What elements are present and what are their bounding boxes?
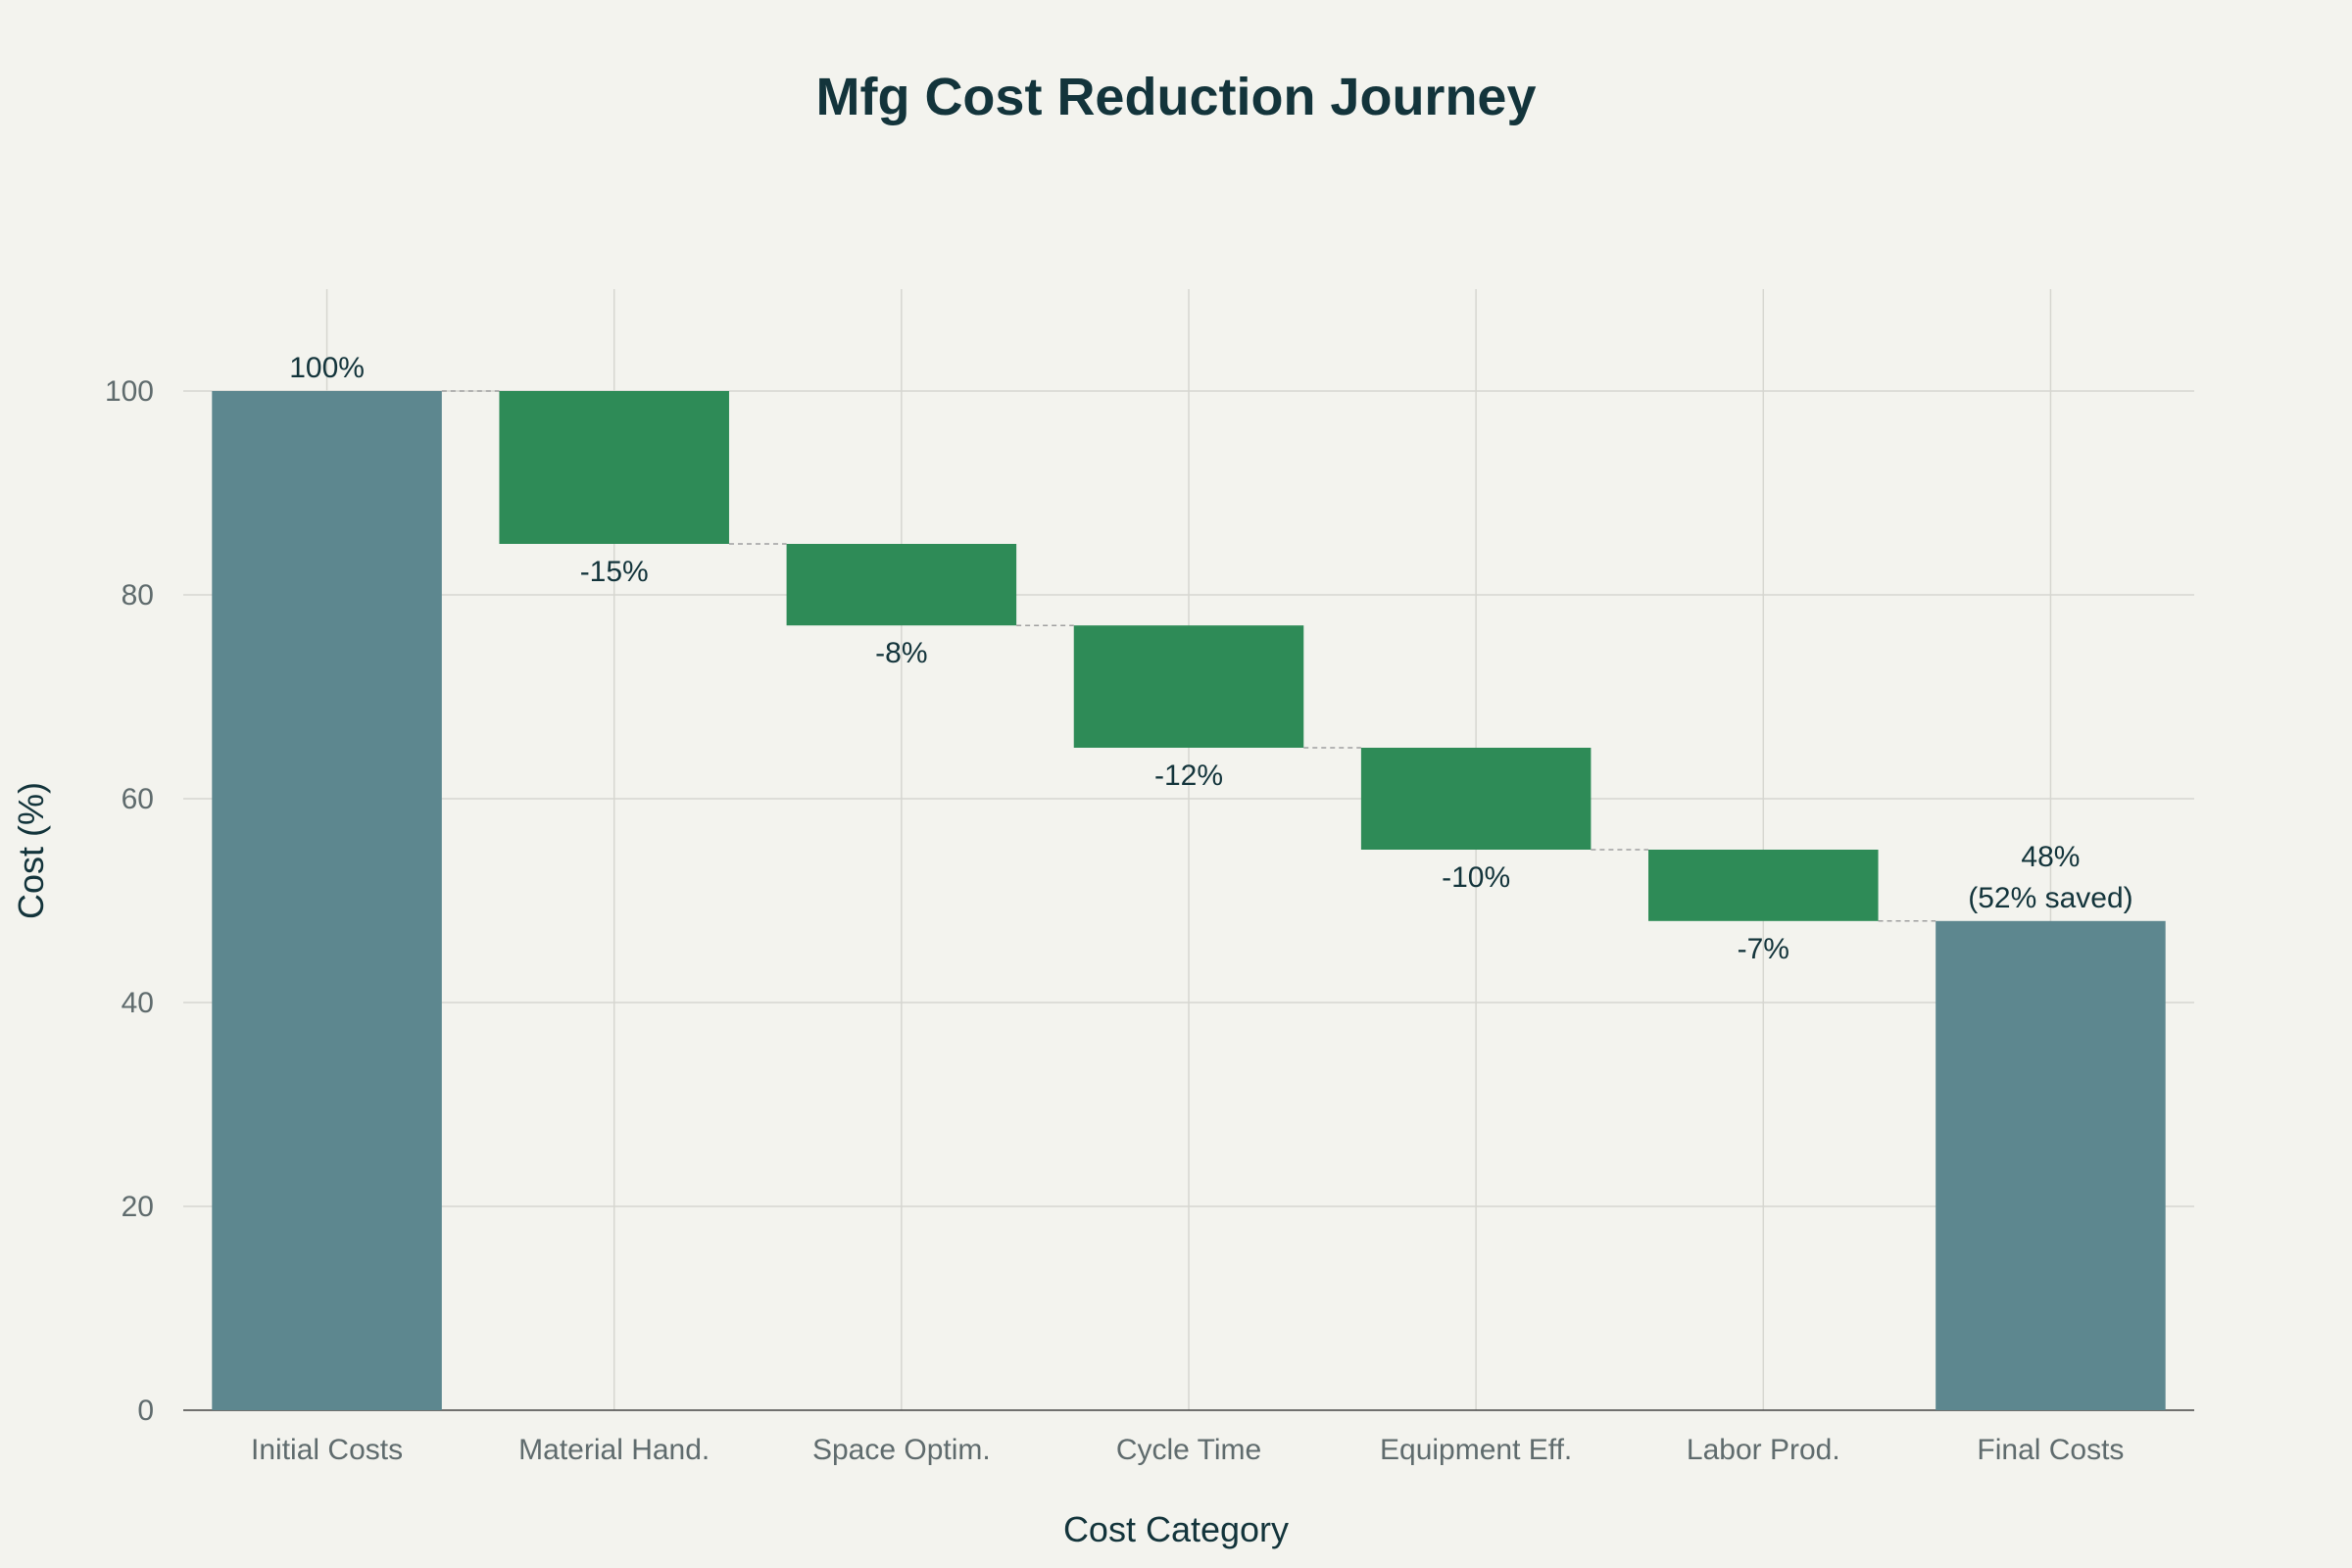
x-tick-label: Material Hand. [518,1434,710,1466]
x-tick-label: Cycle Time [1116,1434,1261,1466]
y-tick-label: 0 [137,1395,154,1427]
bar-0 [212,391,442,1410]
y-axis-title: Cost (%) [11,782,51,919]
data-labels: 100% -15% -8% -12% -10% -7% 48% (52% saved) [289,352,2132,965]
y-tick-label: 40 [122,987,154,1019]
x-tick-label: Labor Prod. [1687,1434,1840,1466]
data-label: 48% (52% saved) [1968,841,2132,914]
bar-5 [1648,850,1879,921]
bar-2 [786,544,1017,626]
x-tick-label: Initial Costs [251,1434,403,1466]
x-tick-labels: Initial Costs Material Hand. Space Optim. C… [251,1434,2124,1466]
y-tick-label: 60 [122,783,154,815]
bar-6 [1936,920,2166,1410]
bar-3 [1073,625,1304,748]
data-label: -8% [875,637,927,669]
x-tick-label: Space Optim. [812,1434,991,1466]
y-tick-labels: 0 20 40 60 80 100 [105,375,154,1427]
x-tick-label: Final Costs [1977,1434,2124,1466]
bar-4 [1360,748,1592,850]
y-tick-label: 100 [105,375,154,408]
y-tick-label: 80 [122,579,154,612]
x-tick-label: Equipment Eff. [1380,1434,1572,1466]
data-label: -12% [1154,760,1223,792]
y-tick-label: 20 [122,1191,154,1223]
x-axis-title: Cost Category [1063,1509,1289,1549]
data-label: -7% [1738,933,1789,965]
bars [212,390,2166,1410]
chart-title: Mfg Cost Reduction Journey [815,68,1536,126]
gridlines [183,289,2194,1411]
bar-1 [499,391,729,544]
data-label: -10% [1442,861,1510,894]
data-label: 100% [289,352,365,384]
data-label: -15% [580,556,649,588]
